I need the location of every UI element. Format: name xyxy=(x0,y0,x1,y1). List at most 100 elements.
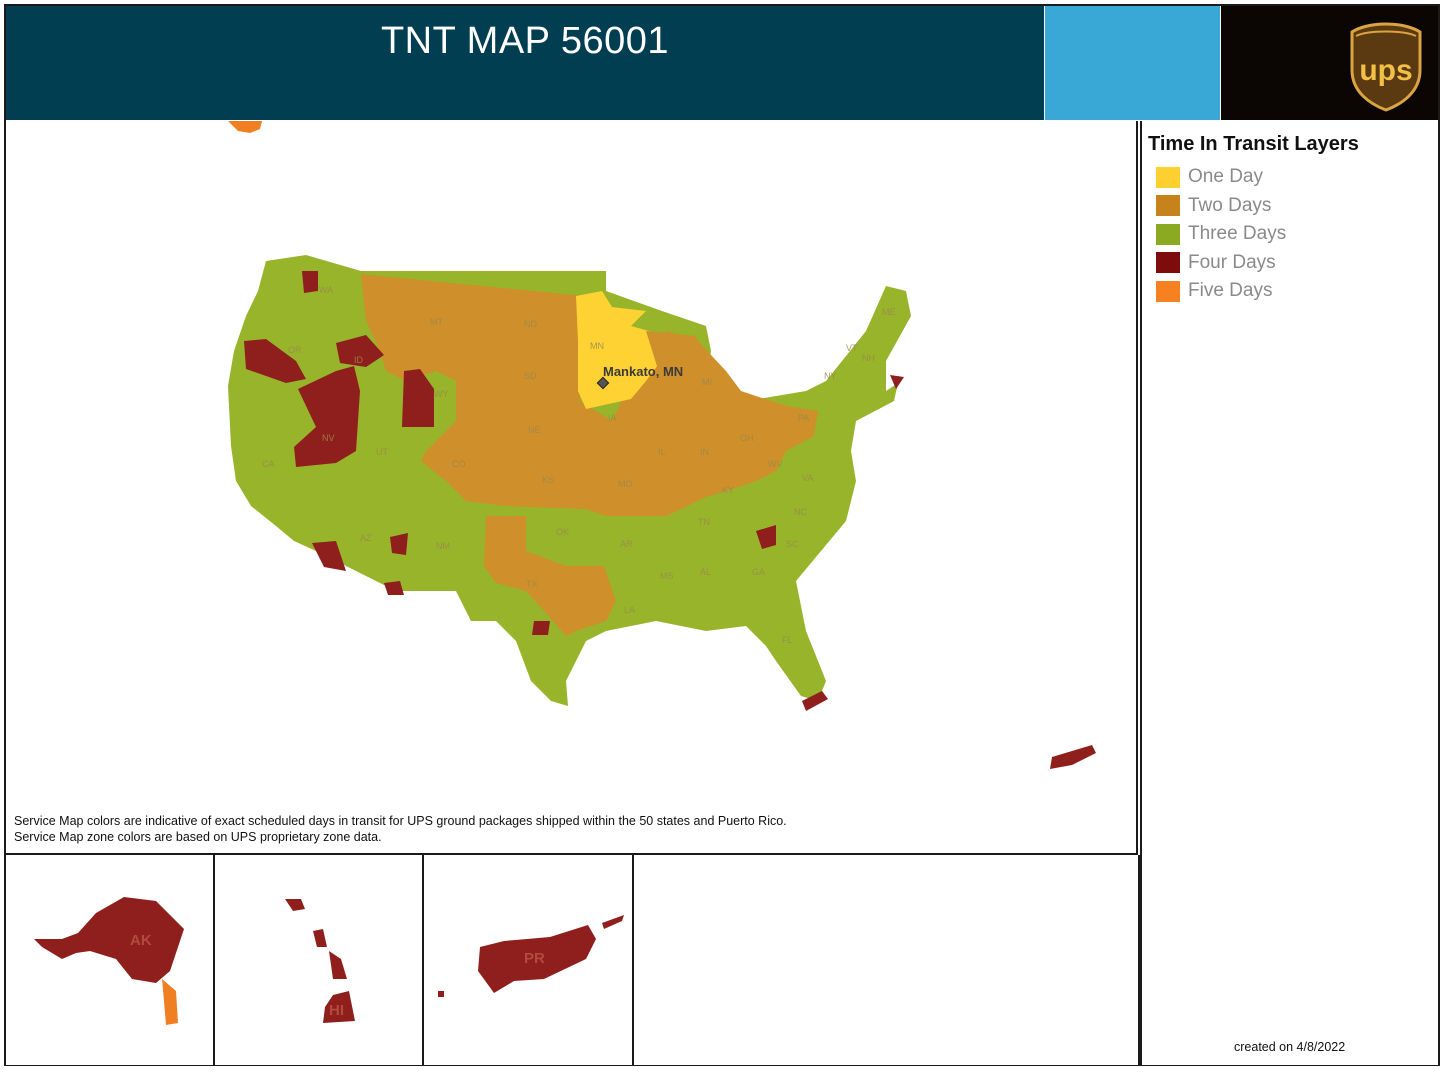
page-title: TNT MAP 56001 xyxy=(380,20,670,62)
disclaimer-line-1: Service Map colors are indicative of exa… xyxy=(14,814,787,828)
legend-label: Four Days xyxy=(1188,251,1276,273)
legend-item-one-day[interactable]: One Day xyxy=(1156,163,1286,192)
legend-panel: Time In Transit Layers One Day Two Days … xyxy=(1140,121,1438,1065)
us-map-svg: WA OR ID MT ND MN SD WY NE IA CO KS MO I… xyxy=(228,121,1096,769)
hawaii-island-3 xyxy=(329,951,347,979)
svg-text:NM: NM xyxy=(436,541,450,551)
legend-swatch xyxy=(1156,223,1180,245)
puerto-rico-label: PR xyxy=(524,950,545,967)
alaska-map: AK xyxy=(34,897,184,1025)
alaska-shape xyxy=(34,897,184,983)
region-four-days-ga xyxy=(756,525,776,549)
inset-puerto-rico[interactable]: PR xyxy=(424,855,634,1065)
svg-text:CA: CA xyxy=(262,459,275,469)
legend-swatch xyxy=(1156,280,1180,302)
svg-text:CO: CO xyxy=(452,459,466,469)
inset-alaska[interactable]: AK xyxy=(6,855,215,1065)
svg-text:MS: MS xyxy=(660,571,674,581)
hawaii-island-1 xyxy=(285,899,305,911)
svg-text:IA: IA xyxy=(608,413,617,423)
svg-text:TN: TN xyxy=(698,517,710,527)
svg-text:PA: PA xyxy=(798,413,809,423)
region-one-day-minnesota xyxy=(576,291,661,409)
inset-hawaii[interactable]: HI xyxy=(215,855,424,1065)
legend-list: One Day Two Days Three Days Four Days Fi… xyxy=(1156,163,1286,306)
svg-text:UT: UT xyxy=(376,447,388,457)
svg-text:ND: ND xyxy=(524,319,537,329)
origin-label: Mankato, MN xyxy=(603,364,683,379)
header-logo-block: ups xyxy=(1221,6,1438,120)
region-two-days-texas xyxy=(484,516,616,636)
region-four-days-wa xyxy=(302,271,318,293)
svg-text:GA: GA xyxy=(752,567,765,577)
region-four-days-wy xyxy=(402,369,434,427)
legend-item-five-days[interactable]: Five Days xyxy=(1156,277,1286,306)
header-bar: TNT MAP 56001 xyxy=(6,6,1044,120)
region-four-days-id xyxy=(336,335,384,367)
logo-text: ups xyxy=(1359,54,1412,87)
region-four-days-nv xyxy=(294,366,360,467)
origin-marker[interactable]: Mankato, MN xyxy=(596,364,683,390)
region-four-days-ma xyxy=(890,375,904,389)
svg-text:LA: LA xyxy=(624,605,635,615)
disclaimer-text: Service Map colors are indicative of exa… xyxy=(14,813,787,845)
puerto-rico-islet xyxy=(602,915,624,929)
puerto-rico-shape xyxy=(478,925,596,993)
legend-swatch xyxy=(1156,195,1180,217)
svg-text:NV: NV xyxy=(322,433,335,443)
svg-text:ID: ID xyxy=(354,355,364,365)
svg-text:TX: TX xyxy=(526,579,538,589)
region-two-days-plains xyxy=(361,274,818,516)
hawaii-map: HI xyxy=(285,899,355,1023)
svg-text:KY: KY xyxy=(722,485,734,495)
main-map[interactable]: WA OR ID MT ND MN SD WY NE IA CO KS MO I… xyxy=(6,121,1138,855)
disclaimer-line-2: Service Map zone colors are based on UPS… xyxy=(14,830,382,844)
svg-text:NH: NH xyxy=(862,353,875,363)
inset-empty xyxy=(634,855,1140,1065)
svg-text:SD: SD xyxy=(524,371,537,381)
hawaii-label: HI xyxy=(329,1002,344,1019)
region-four-days-fl xyxy=(802,691,828,711)
svg-text:MT: MT xyxy=(430,317,443,327)
svg-text:NY: NY xyxy=(824,371,837,381)
region-four-days-tx xyxy=(532,621,550,635)
svg-text:MI: MI xyxy=(702,377,712,387)
svg-text:OR: OR xyxy=(288,345,302,355)
region-four-days-ca xyxy=(312,541,346,571)
svg-text:VT: VT xyxy=(846,343,858,353)
svg-text:AR: AR xyxy=(620,539,633,549)
svg-text:OH: OH xyxy=(740,433,754,443)
svg-text:NE: NE xyxy=(528,425,541,435)
alaska-fragment-region xyxy=(228,121,262,133)
puerto-rico-map: PR xyxy=(438,915,624,997)
region-four-days-mx xyxy=(384,581,404,595)
origin-pin-icon xyxy=(596,376,610,390)
region-four-days-pr xyxy=(1050,745,1096,769)
puerto-rico-islet-west xyxy=(438,991,444,997)
hawaii-island-2 xyxy=(313,929,327,947)
region-four-days-or xyxy=(244,339,306,383)
svg-text:KS: KS xyxy=(542,475,554,485)
legend-swatch xyxy=(1156,166,1180,188)
hawaii-island-big xyxy=(323,991,355,1023)
svg-text:AZ: AZ xyxy=(360,533,372,543)
legend-item-four-days[interactable]: Four Days xyxy=(1156,249,1286,278)
svg-text:AL: AL xyxy=(700,567,711,577)
legend-item-two-days[interactable]: Two Days xyxy=(1156,192,1286,221)
alaska-label: AK xyxy=(130,932,152,949)
region-four-days-az xyxy=(390,533,408,555)
header-accent-block xyxy=(1045,6,1220,120)
svg-text:VA: VA xyxy=(802,473,813,483)
legend-item-three-days[interactable]: Three Days xyxy=(1156,220,1286,249)
svg-text:FL: FL xyxy=(782,635,793,645)
svg-text:OK: OK xyxy=(556,527,569,537)
legend-label: Five Days xyxy=(1188,280,1273,302)
ups-logo: ups xyxy=(1350,22,1422,112)
page-frame xyxy=(4,4,1440,1066)
svg-text:NC: NC xyxy=(794,507,807,517)
alaska-panhandle xyxy=(162,979,178,1025)
svg-text:MN: MN xyxy=(590,341,604,351)
svg-text:WY: WY xyxy=(434,389,449,399)
svg-text:IN: IN xyxy=(700,447,709,457)
svg-text:MO: MO xyxy=(618,479,633,489)
